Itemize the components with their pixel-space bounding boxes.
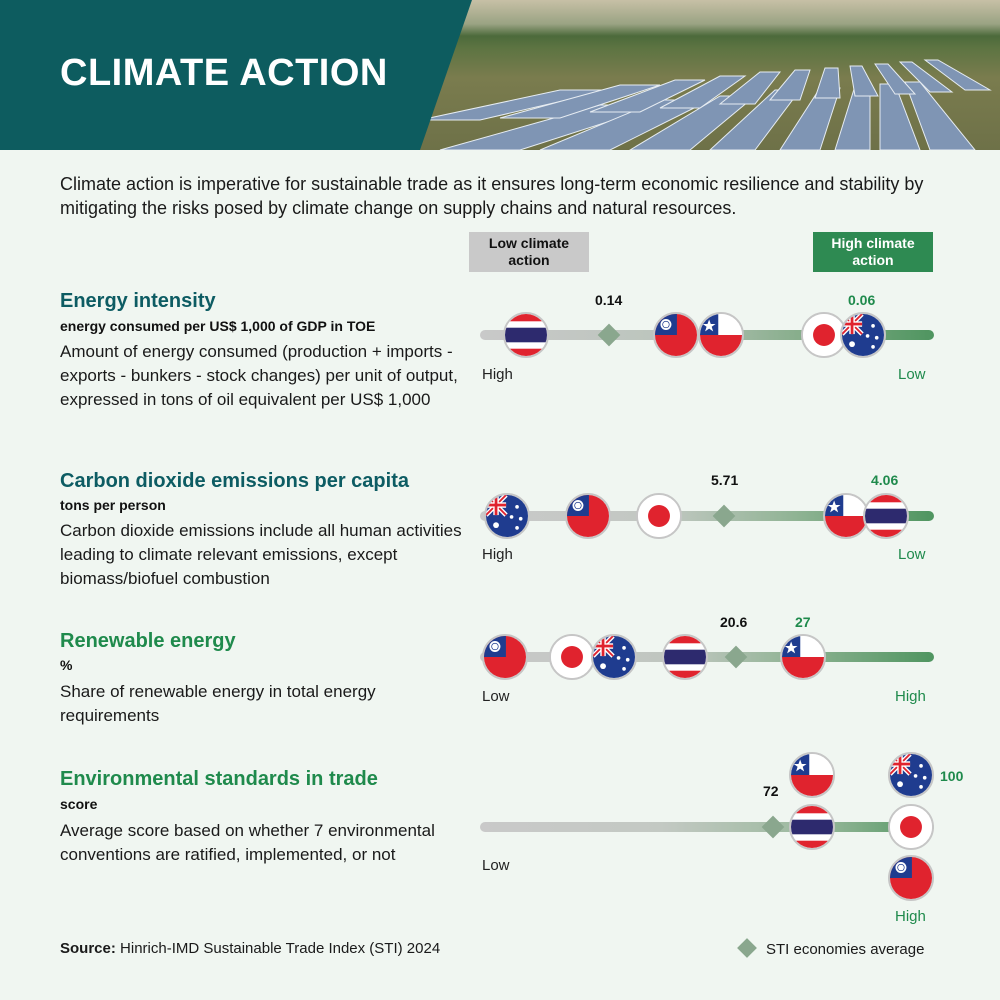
australia-flag-icon — [888, 752, 934, 798]
average-value: 0.14 — [595, 292, 623, 308]
australia-flag-icon — [591, 634, 637, 680]
best-value: 100 — [940, 768, 964, 784]
legend-label: STI economies average — [766, 941, 925, 958]
source-note: Source: Hinrich-IMD Sustainable Trade In… — [60, 940, 440, 957]
chile-flag-icon — [698, 312, 744, 358]
thailand-flag-icon — [863, 493, 909, 539]
metric-description: Share of renewable energy in total energ… — [60, 682, 376, 725]
metric-description: Average score based on whether 7 environ… — [60, 821, 435, 864]
page-title: CLIMATE ACTION — [60, 52, 388, 94]
japan-flag-icon — [549, 634, 595, 680]
australia-flag-icon — [840, 312, 886, 358]
average-diamond-icon — [737, 938, 757, 958]
average-marker — [724, 645, 748, 669]
average-value: 20.6 — [720, 614, 748, 630]
scale-end-label: Low — [898, 546, 926, 563]
average-marker — [761, 815, 785, 839]
source-label: Source: — [60, 940, 116, 957]
scale-end-label: Low — [898, 366, 926, 383]
solar-panel-photo — [400, 0, 1000, 150]
scale-start-label: Low — [482, 857, 510, 874]
taiwan-flag-icon — [888, 855, 934, 901]
metric-unit: % — [60, 657, 73, 673]
source-text: Hinrich-IMD Sustainable Trade Index (STI… — [120, 940, 441, 957]
metric-title: Carbon dioxide emissions per capita — [60, 470, 409, 492]
scale-start-label: Low — [482, 688, 510, 705]
metric-unit: energy consumed per US$ 1,000 of GDP in … — [60, 318, 376, 334]
header: CLIMATE ACTION — [0, 0, 1000, 150]
chile-flag-icon — [780, 634, 826, 680]
thailand-flag-icon — [662, 634, 708, 680]
japan-flag-icon — [888, 804, 934, 850]
metric-unit: score — [60, 796, 98, 812]
title-band — [0, 0, 472, 150]
intro-text: Climate action is imperative for sustain… — [60, 174, 924, 218]
best-value: 4.06 — [871, 472, 899, 488]
metric-title: Renewable energy — [60, 630, 236, 652]
low-climate-action-label: Low climate action — [469, 232, 589, 272]
average-marker — [712, 504, 736, 528]
thailand-flag-icon — [503, 312, 549, 358]
japan-flag-icon — [636, 493, 682, 539]
scale-start-label: High — [482, 366, 513, 383]
metric-title: Environmental standards in trade — [60, 768, 378, 790]
legend: STI economies average — [737, 938, 925, 958]
taiwan-flag-icon — [653, 312, 699, 358]
scale-end-label: High — [895, 908, 926, 925]
best-value: 27 — [795, 614, 811, 630]
metric-title: Energy intensity — [60, 290, 216, 312]
australia-flag-icon — [484, 493, 530, 539]
scale-track — [480, 822, 934, 832]
metric-description: Amount of energy consumed (production + … — [60, 342, 458, 409]
scale-start-label: High — [482, 546, 513, 563]
scale-track — [480, 511, 934, 521]
average-marker — [597, 323, 621, 347]
thailand-flag-icon — [789, 804, 835, 850]
chile-flag-icon — [789, 752, 835, 798]
best-value: 0.06 — [848, 292, 876, 308]
japan-flag-icon — [801, 312, 847, 358]
metric-unit: tons per person — [60, 497, 166, 513]
average-value: 72 — [763, 783, 779, 799]
taiwan-flag-icon — [565, 493, 611, 539]
scale-end-label: High — [895, 688, 926, 705]
taiwan-flag-icon — [482, 634, 528, 680]
high-climate-action-label: High climate action — [813, 232, 933, 272]
average-value: 5.71 — [711, 472, 739, 488]
metric-description: Carbon dioxide emissions include all hum… — [60, 521, 462, 588]
